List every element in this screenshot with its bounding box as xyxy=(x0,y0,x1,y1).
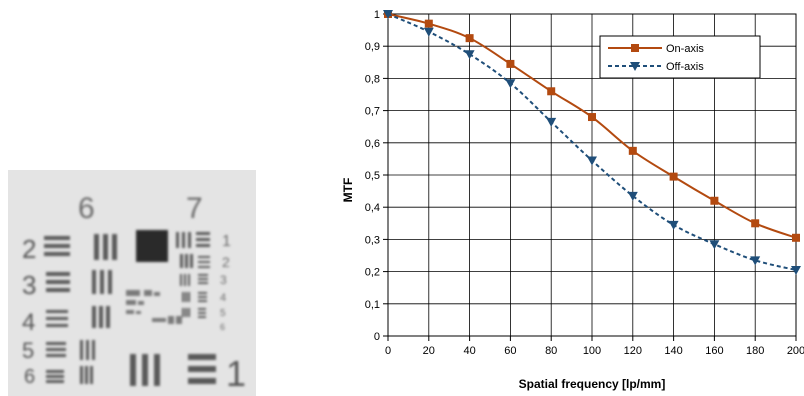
series-1-point xyxy=(465,34,474,43)
y-tick-label: 0,3 xyxy=(365,234,380,246)
series-1-point xyxy=(792,233,800,242)
element-label-left-2: 3 xyxy=(22,270,36,300)
series-1-point xyxy=(710,196,719,205)
series-1-point xyxy=(424,19,433,28)
series-2-point xyxy=(546,117,557,127)
series-1-point xyxy=(751,219,760,228)
series-2-point xyxy=(587,156,597,166)
tiny-groups xyxy=(126,290,182,324)
y-tick-label: 0,4 xyxy=(365,202,380,214)
y-tick-label: 0 xyxy=(374,331,380,343)
series xyxy=(383,10,801,275)
element-label-right-6: 6 xyxy=(220,322,225,332)
series-1-point xyxy=(547,87,556,96)
axes: 0 0,1 0,2 0,3 0,4 0,5 0,6 0,7 0,8 0,9 1 0 20 40 60 80 10… xyxy=(365,9,804,357)
legend-label: On-axis xyxy=(666,43,704,55)
element-label-left-1: 2 xyxy=(22,234,36,264)
series-2-point xyxy=(709,240,720,250)
element-label-right-4: 4 xyxy=(220,292,226,304)
group-label-7: 7 xyxy=(186,192,203,225)
x-tick-label: 40 xyxy=(463,345,475,357)
series-2-point xyxy=(627,191,638,201)
element-label-left-5: 6 xyxy=(24,366,35,388)
bars-horizontal-left xyxy=(44,236,70,383)
big-number-1: 1 xyxy=(226,353,246,394)
element-label-left-4: 5 xyxy=(22,338,34,363)
x-tick-label: 160 xyxy=(705,345,723,357)
x-tick-label: 120 xyxy=(624,345,642,357)
y-tick-label: 0,9 xyxy=(365,41,380,53)
black-square xyxy=(136,230,168,262)
bars-vertical-left xyxy=(80,234,117,384)
x-tick-label: 0 xyxy=(385,345,391,357)
series-1-point xyxy=(628,146,637,155)
group-label-6: 6 xyxy=(78,192,95,225)
x-tick-label: 60 xyxy=(504,345,516,357)
series-2-point xyxy=(668,220,679,230)
x-axis-title: Spatial frequency [lp/mm] xyxy=(519,377,666,391)
series-1-point xyxy=(669,172,678,181)
x-tick-label: 140 xyxy=(664,345,682,357)
y-tick-label: 0,7 xyxy=(365,106,380,118)
x-tick-label: 100 xyxy=(583,345,601,357)
target-pattern: 6 7 2 3 4 5 6 xyxy=(22,192,246,394)
series-2-point xyxy=(383,10,393,19)
series-1-point xyxy=(506,59,515,68)
y-tick-label: 0,1 xyxy=(365,299,380,311)
x-tick-label: 80 xyxy=(545,345,557,357)
legend: On-axis Off-axis xyxy=(599,35,761,79)
y-tick-label: 0,5 xyxy=(365,170,380,182)
series-2-point xyxy=(750,256,761,266)
element-label-right-1: 1 xyxy=(222,233,231,250)
bars-vertical-big xyxy=(130,354,216,386)
x-tick-label: 20 xyxy=(423,345,435,357)
y-tick-label: 0,6 xyxy=(365,138,380,150)
element-label-right-3: 3 xyxy=(220,273,227,287)
element-label-left-3: 4 xyxy=(22,309,35,336)
series-2-point xyxy=(423,27,434,37)
x-tick-label: 200 xyxy=(787,345,804,357)
y-tick-label: 0,8 xyxy=(365,73,380,85)
plot-frame xyxy=(387,13,797,337)
x-tick-label: 180 xyxy=(746,345,764,357)
element-label-right-5: 5 xyxy=(220,308,226,319)
series-2-point xyxy=(505,79,516,89)
legend-label: Off-axis xyxy=(666,61,704,73)
bars-group-7 xyxy=(176,232,210,318)
resolution-target-svg: 6 7 2 3 4 5 6 xyxy=(8,170,256,396)
legend-box xyxy=(599,35,761,79)
legend-marker xyxy=(630,62,640,71)
y-tick-label: 1 xyxy=(374,9,380,21)
y-axis-title: MTF xyxy=(341,178,355,203)
resolution-target-image: 6 7 2 3 4 5 6 xyxy=(8,170,256,396)
series-2-point xyxy=(791,265,801,275)
legend-marker xyxy=(631,44,639,52)
series-1-point xyxy=(588,113,596,122)
series-2-point xyxy=(464,50,475,60)
element-label-right-2: 2 xyxy=(222,254,230,270)
y-tick-label: 0,2 xyxy=(365,267,380,279)
